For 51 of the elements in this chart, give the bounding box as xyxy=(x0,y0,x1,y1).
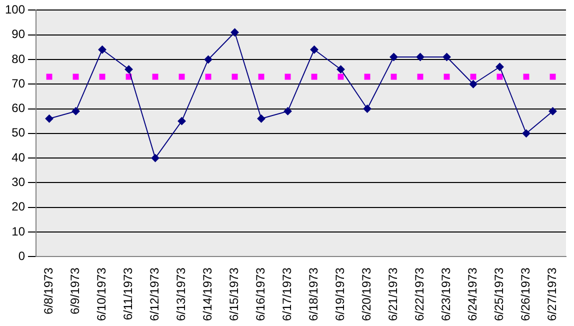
y-tick-label: 40 xyxy=(12,150,26,164)
y-tick-label: 80 xyxy=(12,52,26,66)
x-tick-label: 6/18/1973 xyxy=(306,267,321,322)
point xyxy=(151,154,160,162)
x-tick-label: 6/12/1973 xyxy=(148,267,162,322)
point xyxy=(442,53,451,62)
point xyxy=(469,80,478,88)
y-tick-label: 100 xyxy=(4,2,26,17)
x-tick-label: 6/21/1973 xyxy=(386,267,400,322)
x-tick-label: 6/23/1973 xyxy=(439,267,454,322)
x-tick-label: 6/10/1973 xyxy=(94,267,109,322)
x-tick-label: 6/26/1973 xyxy=(518,267,533,322)
point xyxy=(124,65,133,74)
y-tick-label: 20 xyxy=(12,200,26,214)
point xyxy=(363,104,372,113)
y-tick-label: 10 xyxy=(12,224,26,238)
x-tick-label: 6/8/1973 xyxy=(42,267,56,314)
x-tick-label: 6/16/1973 xyxy=(254,267,268,322)
point xyxy=(416,53,424,62)
point xyxy=(336,65,345,74)
point xyxy=(522,129,530,138)
point xyxy=(496,62,504,71)
x-tick-label: 6/20/1973 xyxy=(360,267,374,322)
x-tick-label: 6/15/1973 xyxy=(227,267,242,322)
x-tick-label: 6/27/1973 xyxy=(545,267,560,322)
point xyxy=(204,55,212,64)
y-tick-label: 50 xyxy=(12,126,26,140)
x-tick-label: 6/25/1973 xyxy=(492,267,506,322)
y-tick-label: 0 xyxy=(18,248,26,263)
x-tick-label: 6/17/1973 xyxy=(280,267,294,322)
y-tick-label: 70 xyxy=(12,76,26,90)
y-tick-label: 30 xyxy=(12,175,26,190)
y-tick-label: 90 xyxy=(12,27,26,42)
x-tick-label: 6/22/1973 xyxy=(412,267,427,322)
point xyxy=(548,107,557,116)
point xyxy=(257,114,266,123)
point xyxy=(284,107,292,116)
point xyxy=(178,117,186,126)
point xyxy=(98,46,106,54)
point xyxy=(310,46,318,54)
point xyxy=(72,107,80,116)
point xyxy=(230,28,239,36)
x-tick-label: 6/11/1973 xyxy=(121,267,136,320)
point xyxy=(45,114,54,123)
x-tick-label: 6/14/1973 xyxy=(200,267,215,322)
x-tick-label: 6/9/1973 xyxy=(68,267,82,314)
y-tick-label: 60 xyxy=(12,101,26,116)
point xyxy=(390,53,398,62)
x-tick-label: 6/13/1973 xyxy=(174,267,188,322)
x-tick-label: 6/19/1973 xyxy=(333,267,348,322)
x-tick-label: 6/24/1973 xyxy=(466,267,480,322)
